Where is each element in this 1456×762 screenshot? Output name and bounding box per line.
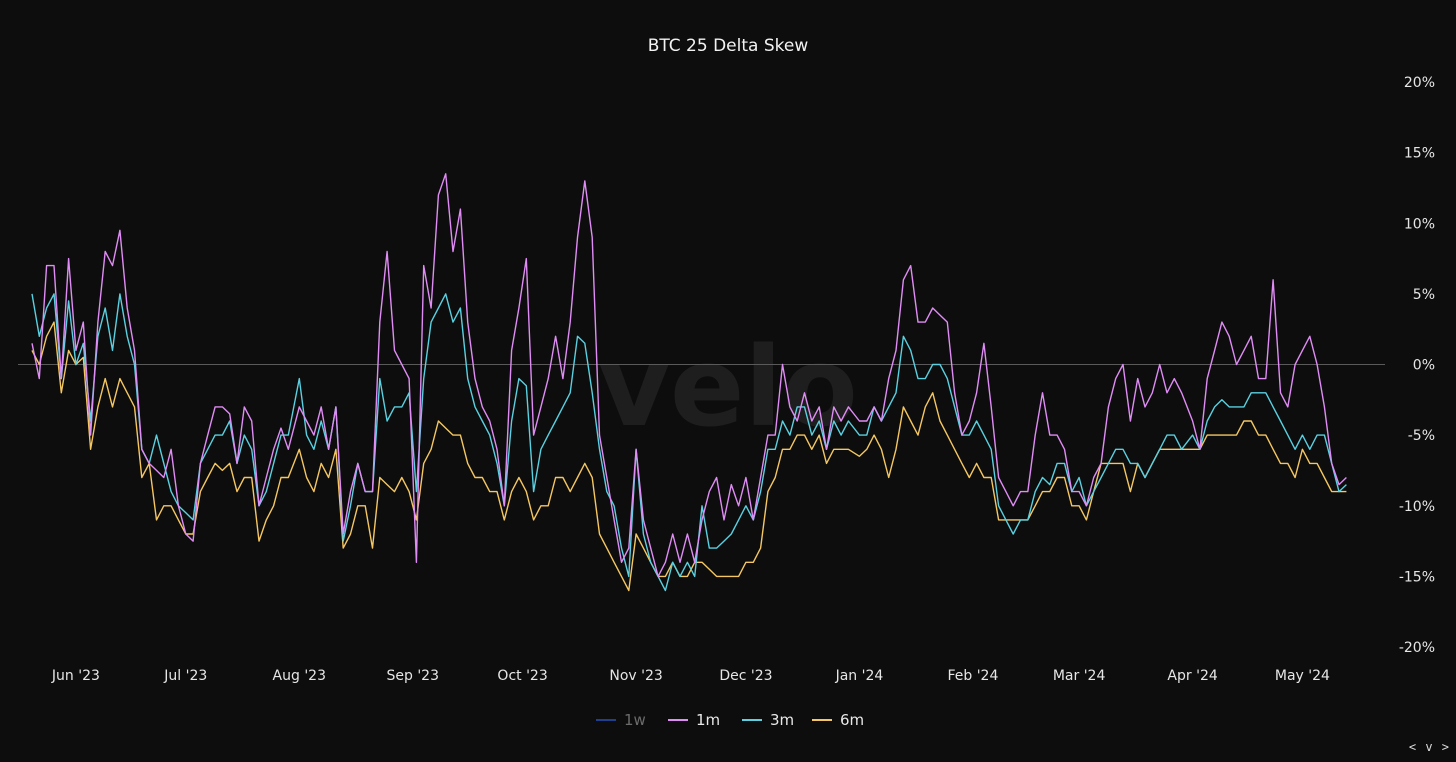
legend-item-1m[interactable]: 1m	[668, 711, 720, 729]
y-tick-label: -20%	[1399, 640, 1435, 656]
x-tick-label: Apr '24	[1167, 668, 1217, 684]
legend-label: 6m	[840, 711, 864, 729]
series-group	[31, 173, 1347, 592]
series-line-3m	[31, 293, 1347, 592]
x-tick-label: Dec '23	[719, 668, 772, 684]
x-tick-label: Jul '23	[163, 668, 207, 684]
x-tick-label: Jun '23	[51, 668, 100, 684]
y-tick-label: 5%	[1413, 287, 1435, 303]
y-tick-label: 20%	[1404, 75, 1435, 91]
chart-title: BTC 25 Delta Skew	[648, 36, 809, 56]
legend-item-6m[interactable]: 6m	[812, 711, 864, 729]
x-tick-label: Feb '24	[947, 668, 998, 684]
y-axis: 20% 15% 10% 5% 0% -5% -10% -15% -20%	[1399, 75, 1435, 656]
y-tick-label: 15%	[1404, 146, 1435, 162]
legend-label: 3m	[770, 711, 794, 729]
series-line-6m	[31, 321, 1347, 592]
watermark-logo: velo	[598, 323, 858, 451]
series-line-1m	[31, 173, 1347, 578]
x-tick-label: Mar '24	[1053, 668, 1106, 684]
y-tick-label: 0%	[1413, 358, 1435, 374]
x-tick-label: Sep '23	[387, 668, 440, 684]
y-tick-label: -15%	[1399, 569, 1435, 585]
legend-label: 1w	[624, 711, 646, 729]
y-tick-label: -10%	[1399, 499, 1435, 515]
legend-item-3m[interactable]: 3m	[742, 711, 794, 729]
y-tick-label: 10%	[1404, 216, 1435, 232]
legend-item-1w[interactable]: 1w	[596, 711, 646, 729]
x-tick-label: May '24	[1275, 668, 1330, 684]
nav-arrows[interactable]: < v >	[1408, 740, 1450, 754]
x-tick-label: Oct '23	[497, 668, 547, 684]
legend: 1w 1m 3m 6m	[596, 711, 864, 729]
x-tick-label: Aug '23	[273, 668, 326, 684]
x-tick-label: Nov '23	[609, 668, 662, 684]
y-tick-label: -5%	[1408, 428, 1435, 444]
x-tick-label: Jan '24	[835, 668, 884, 684]
legend-label: 1m	[696, 711, 720, 729]
x-axis: Jun '23 Jul '23 Aug '23 Sep '23 Oct '23 Nov '…	[51, 668, 1330, 684]
